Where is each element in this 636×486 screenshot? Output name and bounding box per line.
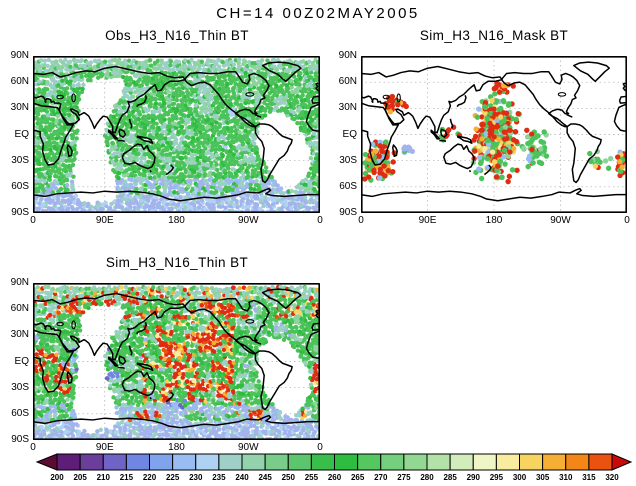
y-tick-label: 60S (11, 180, 29, 192)
map-obs-thin-canvas (33, 56, 320, 213)
colorbar-tick-label: 280 (420, 473, 434, 482)
map-sim-mask-canvas (361, 56, 627, 213)
colorbar-segment (125, 453, 150, 471)
colorbar-tick-label: 200 (50, 473, 64, 482)
panel-title-obs-thin: Obs_H3_N16_Thin BT (105, 28, 249, 43)
colorbar-segment (380, 453, 405, 471)
y-tick-label: 30S (11, 381, 29, 393)
colorbar-tick-label: 260 (328, 473, 342, 482)
x-tick-label: 180 (485, 215, 503, 226)
colorbar-segment (426, 453, 451, 471)
figure-title: CH=14 00Z02MAY2005 (216, 5, 420, 22)
x-tick-label: 0 (30, 442, 36, 453)
y-tick-label: 60S (339, 180, 357, 192)
colorbar-tick-label: 275 (397, 473, 411, 482)
y-tick-label: 90N (10, 50, 29, 61)
colorbar-tick-label: 310 (559, 473, 573, 482)
colorbar-segment (472, 453, 497, 471)
map-sim-thin-canvas (33, 283, 320, 440)
colorbar-segment (449, 453, 474, 471)
x-tick-label: 0 (624, 215, 630, 226)
y-tick-label: 30S (339, 154, 357, 166)
y-tick-label: 90N (338, 50, 357, 61)
colorbar-tick-label: 205 (73, 473, 87, 482)
y-tick-label: EQ (342, 128, 357, 140)
colorbar-segment (79, 453, 104, 471)
colorbar-segment (588, 453, 613, 471)
colorbar-tick-label: 210 (97, 473, 111, 482)
colorbar-segment (264, 453, 289, 471)
y-tick-label: 60N (338, 76, 357, 88)
colorbar-tick-label: 245 (258, 473, 272, 482)
colorbar-tick-label: 315 (582, 473, 596, 482)
x-tick-label: 90W (550, 215, 571, 226)
colorbar-segment (310, 453, 335, 471)
y-tick-label: EQ (14, 128, 29, 140)
y-tick-label: 60N (10, 76, 29, 88)
colorbar-tick-label: 240 (235, 473, 249, 482)
colorbar-tick-label: 300 (513, 473, 527, 482)
colorbar-tick-label: 320 (605, 473, 619, 482)
colorbar-tick-label: 255 (305, 473, 319, 482)
colorbar-segment (519, 453, 544, 471)
colorbar-tick-label: 220 (143, 473, 157, 482)
y-tick-label: EQ (14, 355, 29, 367)
colorbar-tick-label: 295 (490, 473, 504, 482)
panel-title-sim-thin: Sim_H3_N16_Thin BT (105, 255, 249, 270)
colorbar-tick-label: 235 (212, 473, 226, 482)
colorbar: 200 205 210 215 220 225 230 235 240 245 250 255 260 2… (0, 451, 636, 485)
colorbar-segment (56, 453, 81, 471)
colorbar-segment (565, 453, 590, 471)
colorbar-tick-label: 290 (467, 473, 481, 482)
x-tick-label: 0 (358, 215, 364, 226)
y-tick-label: 60N (10, 303, 29, 315)
colorbar-tick-label: 225 (166, 473, 180, 482)
y-tick-label: 30S (11, 154, 29, 166)
colorbar-tick-label: 285 (443, 473, 457, 482)
colorbar-tick-label: 215 (120, 473, 134, 482)
x-tick-label: 90E (418, 215, 437, 226)
x-tick-label: 0 (317, 442, 323, 453)
y-tick-label: 60S (11, 407, 29, 419)
colorbar-segment (403, 453, 428, 471)
y-tick-label: 30N (338, 102, 357, 114)
colorbar-segment (149, 453, 174, 471)
colorbar-tick-label: 270 (374, 473, 388, 482)
colorbar-segment (241, 453, 266, 471)
x-tick-label: 0 (30, 215, 36, 226)
colorbar-svg: 200 205 210 215 220 225 230 235 240 245 250 255 260 2… (35, 453, 633, 482)
colorbar-segment (334, 453, 359, 471)
colorbar-tick-label: 305 (536, 473, 550, 482)
colorbar-tick-label: 265 (351, 473, 365, 482)
x-tick-label: 180 (168, 215, 185, 226)
colorbar-segment (357, 453, 382, 471)
y-tick-label: 90N (10, 277, 29, 288)
colorbar-arrow-left (35, 453, 58, 471)
colorbar-segment (102, 453, 127, 471)
x-tick-label: 90E (95, 442, 114, 453)
y-tick-label: 90S (339, 207, 357, 218)
colorbar-tick-label: 250 (282, 473, 296, 482)
colorbar-segment (495, 453, 520, 471)
colorbar-segment (218, 453, 243, 471)
colorbar-segment (172, 453, 197, 471)
y-tick-label: 90S (11, 434, 29, 445)
colorbar-segment (542, 453, 567, 471)
colorbar-segment (195, 453, 220, 471)
x-tick-label: 0 (317, 215, 323, 226)
colorbar-tick-label: 230 (189, 473, 203, 482)
x-tick-label: 90W (237, 215, 259, 226)
x-tick-label: 90E (95, 215, 114, 226)
colorbar-segment (287, 453, 312, 471)
y-tick-label: 30N (10, 102, 29, 114)
panel-title-sim-mask: Sim_H3_N16_Mask BT (419, 28, 569, 43)
x-tick-label: 180 (168, 442, 185, 453)
x-tick-label: 90W (237, 442, 259, 453)
y-tick-label: 90S (11, 207, 29, 218)
colorbar-arrow-right (611, 453, 633, 471)
y-tick-label: 30N (10, 329, 29, 341)
